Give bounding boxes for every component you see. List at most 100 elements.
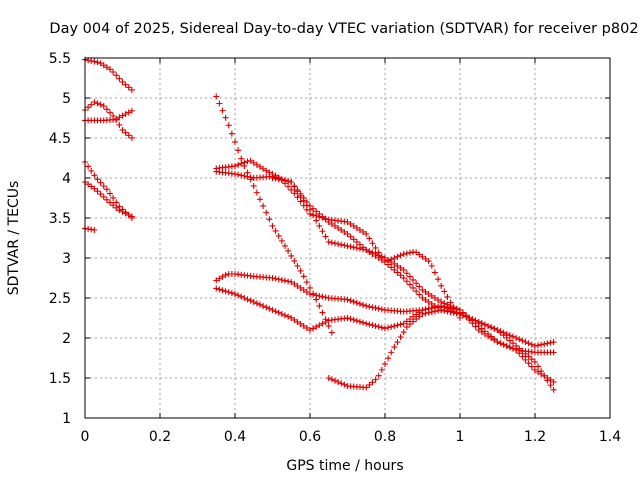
data-point-sat-c <box>116 114 123 121</box>
data-point-sat-g <box>275 232 282 239</box>
data-point-sat-i <box>335 240 342 247</box>
y-tick-labels: 1 1.5 2 2.5 3 3.5 4 4.5 5 5.5 <box>49 51 71 427</box>
data-point-sat-h <box>419 294 426 301</box>
data-point-sat-e <box>128 213 135 220</box>
data-point-sat-m <box>400 251 407 258</box>
data-point-sat-k <box>397 321 404 328</box>
data-point-sat-a <box>100 62 107 69</box>
data-point-sat-e <box>97 191 104 198</box>
data-point-sat-d <box>110 194 117 201</box>
data-point-sat-k <box>463 313 470 320</box>
data-point-sat-i <box>328 239 335 246</box>
data-point-sat-m <box>444 293 451 300</box>
data-point-sat-h <box>416 291 423 298</box>
data-point-sat-a <box>97 60 104 67</box>
data-point-sat-j <box>356 300 363 307</box>
data-point-sat-j <box>344 296 351 303</box>
data-point-sat-k <box>272 308 279 315</box>
data-point-sat-m <box>441 288 448 295</box>
data-point-sat-g <box>300 273 307 280</box>
data-point-sat-k <box>500 341 507 348</box>
data-point-sat-e <box>122 210 129 217</box>
data-point-sat-k <box>313 323 320 330</box>
data-point-sat-g <box>297 267 304 274</box>
data-point-sat-m <box>319 213 326 220</box>
data-point-sat-m <box>456 314 463 321</box>
data-point-sat-k <box>322 319 329 326</box>
data-point-sat-l <box>422 310 429 317</box>
data-point-sat-j <box>506 332 513 339</box>
data-point-sat-g <box>316 302 323 309</box>
data-point-sat-m <box>294 186 301 193</box>
data-point-sat-i <box>353 244 360 251</box>
data-point-sat-m <box>316 210 323 217</box>
data-point-sat-k <box>400 320 407 327</box>
y-tick-label: 4.5 <box>49 131 71 147</box>
data-point-sat-e <box>100 193 107 200</box>
data-point-sat-g <box>319 309 326 316</box>
data-point-sat-b <box>106 109 113 116</box>
data-point-sat-j <box>528 341 535 348</box>
data-point-sat-g <box>250 182 257 189</box>
data-point-sat-m <box>391 255 398 262</box>
data-point-sat-i <box>338 241 345 248</box>
data-point-sat-l <box>385 355 392 362</box>
data-point-sat-k <box>541 372 548 379</box>
data-point-sat-g <box>272 227 279 234</box>
data-point-sat-b <box>100 102 107 109</box>
data-point-sat-g <box>256 196 263 203</box>
data-point-sat-i <box>241 172 248 179</box>
data-point-sat-k <box>244 296 251 303</box>
data-point-sat-g <box>306 284 313 291</box>
data-point-sat-l <box>428 309 435 316</box>
data-point-sat-m <box>310 205 317 212</box>
data-point-sat-b <box>94 100 101 107</box>
data-point-sat-k <box>488 334 495 341</box>
data-point-sat-g <box>294 262 301 269</box>
data-point-sat-j <box>281 277 288 284</box>
data-point-sat-k <box>225 289 232 296</box>
data-point-sat-a <box>122 81 129 88</box>
data-point-sat-m <box>306 202 313 209</box>
data-point-sat-e <box>106 199 113 206</box>
data-point-sat-m <box>419 253 426 260</box>
x-tick-labels: 0 0.2 0.4 0.6 0.8 1 1.2 1.4 <box>81 429 622 445</box>
data-point-sat-k <box>294 318 301 325</box>
data-point-sat-f <box>91 226 98 233</box>
data-point-sat-i <box>406 273 413 280</box>
data-point-sat-k <box>466 316 473 323</box>
data-point-sat-b <box>88 101 95 108</box>
data-point-sat-h <box>250 159 257 166</box>
data-point-sat-l <box>400 329 407 336</box>
data-point-sat-k <box>316 322 323 329</box>
data-point-sat-k <box>478 328 485 335</box>
data-point-sat-l <box>381 361 388 368</box>
data-point-sat-i <box>231 170 238 177</box>
data-point-sat-g <box>288 252 295 259</box>
data-point-sat-m <box>291 182 298 189</box>
data-point-sat-i <box>400 266 407 273</box>
data-point-sat-m <box>394 253 401 260</box>
data-point-sat-e <box>103 196 110 203</box>
data-point-sat-b <box>116 121 123 128</box>
data-point-sat-i <box>422 288 429 295</box>
data-point-sat-i <box>310 212 317 219</box>
data-point-sat-a <box>110 68 117 75</box>
data-point-sat-j <box>360 301 367 308</box>
data-point-sat-h <box>238 160 245 167</box>
data-point-sat-m <box>413 249 420 256</box>
data-point-sat-k <box>534 368 541 375</box>
data-point-sat-m <box>285 178 292 185</box>
data-point-sat-j <box>310 291 317 298</box>
data-point-sat-m <box>366 248 373 255</box>
data-point-sat-h <box>294 194 301 201</box>
data-point-sat-i <box>325 238 332 245</box>
y-tick-label: 5 <box>62 91 71 107</box>
data-point-sat-m <box>272 175 279 182</box>
data-point-sat-m <box>447 299 454 306</box>
data-point-sat-k <box>394 322 401 329</box>
y-axis-label: SDTVAR / TECUs <box>6 181 22 296</box>
data-point-sat-j <box>472 317 479 324</box>
data-point-sat-k <box>288 314 295 321</box>
data-point-sat-b <box>91 99 98 106</box>
